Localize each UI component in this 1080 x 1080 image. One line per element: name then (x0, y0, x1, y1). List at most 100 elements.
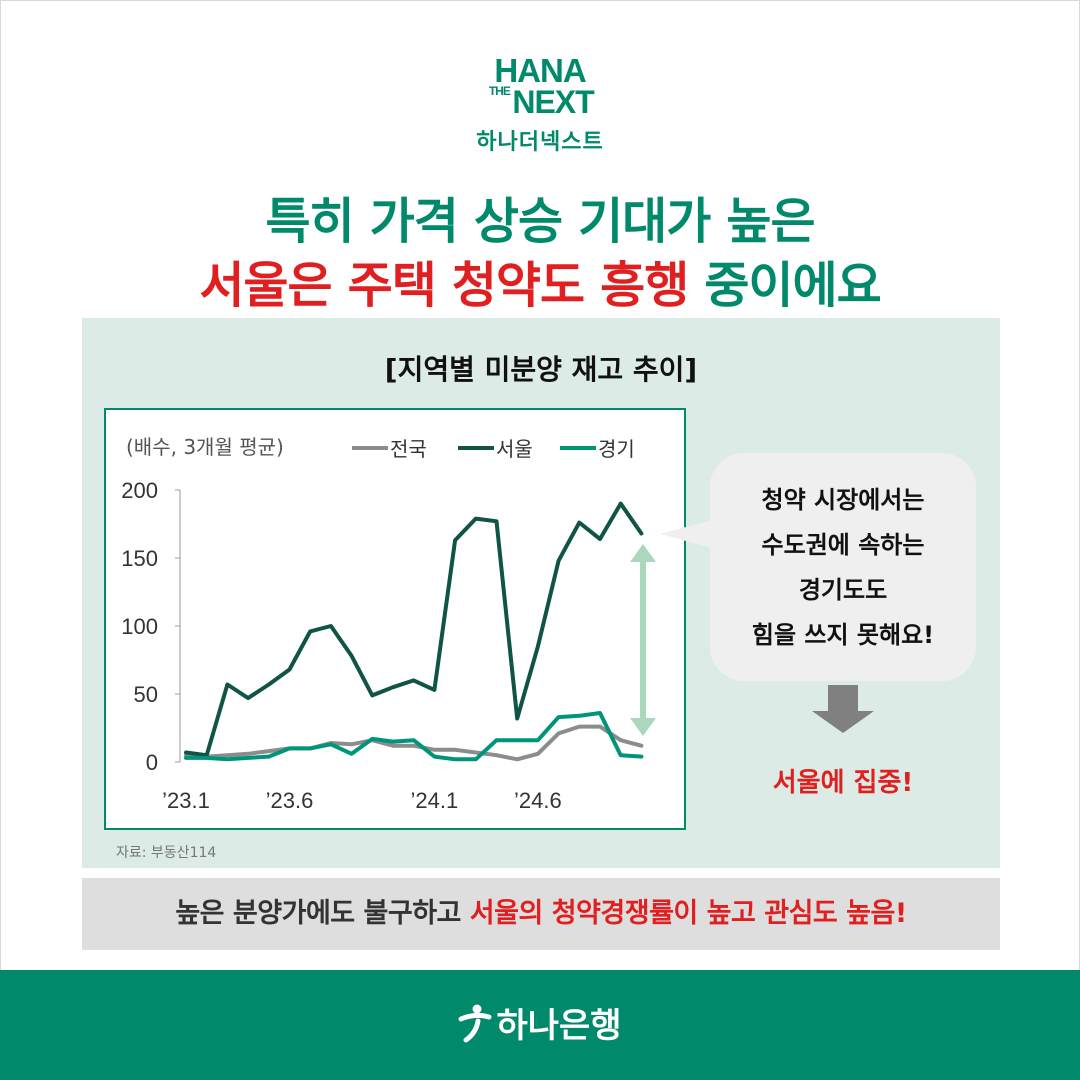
data-point (391, 686, 395, 689)
focus-text: 서울에 집중! (772, 768, 914, 798)
data-point (226, 758, 229, 761)
y-tick-label: 200 (121, 478, 158, 503)
data-point (226, 754, 229, 757)
data-point (309, 630, 312, 633)
brand-logo-hana: HANA (494, 52, 586, 89)
data-point (412, 739, 415, 742)
data-point (453, 748, 457, 751)
data-point (474, 751, 477, 754)
footer (0, 970, 1080, 1080)
data-point (640, 744, 643, 747)
brand-logo-next: THENEXT (0, 84, 1080, 121)
data-point (640, 532, 643, 535)
data-point (516, 758, 519, 761)
unit-label: (배수, 3개월 평균) (126, 435, 284, 459)
line-chart: 0 50 100 150 200 ’23.1 ’23.6 ’24.1 ’24.6 (배수, 3개월… (121, 435, 656, 813)
source-note: 자료: 부동산114 (116, 845, 217, 861)
x-tick-label: ’23.1 (162, 788, 210, 813)
headline-line2-red: 서울은 주택 청약도 흥행 (199, 257, 689, 314)
footer-logo: 하나은행 (0, 998, 1080, 1052)
data-point (288, 747, 291, 750)
data-point (516, 717, 519, 720)
data-point (329, 743, 333, 746)
brand-logo-next-text: NEXT (512, 84, 594, 120)
data-point (557, 732, 560, 735)
data-point (184, 751, 188, 754)
headline-line2: 서울은 주택 청약도 흥행 중이에요 (0, 246, 1080, 317)
data-point (495, 739, 498, 742)
data-point (433, 748, 436, 751)
data-point (598, 711, 602, 715)
brand-logo-korean: 하나더넥스트 (476, 130, 604, 155)
data-point (246, 756, 250, 760)
legend-label: 서울 (496, 437, 533, 461)
data-point (267, 749, 270, 753)
data-point (309, 747, 312, 750)
legend-label: 전국 (390, 437, 427, 461)
bubble-line: 경기도도 (798, 576, 888, 604)
bubble-line: 청약 시장에서는 (761, 486, 925, 514)
data-point (184, 756, 188, 760)
x-tick-label: ’24.1 (411, 788, 459, 813)
data-point (536, 645, 540, 648)
data-point (474, 517, 477, 520)
data-point (536, 739, 540, 742)
data-point (184, 754, 188, 757)
data-point (536, 752, 540, 756)
summary-bar: 높은 분양가에도 불구하고 서울의 청약경쟁률이 높고 관심도 높음! (82, 878, 1000, 950)
bank-name: 하나은행 (496, 1006, 622, 1046)
data-point (640, 755, 643, 758)
summary-plain: 높은 분양가에도 불구하고 (175, 898, 470, 929)
hana-bank-icon (458, 1003, 492, 1052)
panel-title: [지역별 미분양 재고 추이] (384, 353, 698, 386)
y-tick-label: 100 (121, 614, 158, 639)
data-point (267, 683, 270, 686)
data-point (474, 758, 477, 761)
y-tick-label: 50 (134, 682, 158, 707)
brand-logo-the: THE (488, 84, 511, 98)
summary-highlight: 서울의 청약경쟁률이 높고 관심도 높음! (469, 898, 907, 929)
bubble-tail (660, 520, 712, 548)
data-point (246, 696, 250, 700)
data-point (495, 520, 498, 523)
data-point (205, 756, 208, 760)
speech-bubble (710, 453, 976, 681)
data-point (412, 679, 415, 682)
down-arrow-icon (828, 685, 858, 711)
data-point (350, 743, 353, 746)
data-point (495, 754, 498, 757)
bubble-line: 수도권에 속하는 (761, 531, 925, 559)
data-point (350, 752, 353, 756)
data-point (433, 755, 436, 758)
data-point (578, 521, 581, 524)
data-point (412, 744, 415, 747)
y-tick-label: 0 (146, 750, 158, 775)
y-tick-label: 150 (121, 546, 158, 571)
data-point (557, 559, 560, 562)
data-point (329, 624, 333, 628)
data-point (598, 537, 602, 541)
data-point (598, 725, 602, 728)
data-point (350, 654, 353, 658)
x-tick-label: ’23.6 (266, 788, 314, 813)
data-point (453, 758, 457, 761)
data-point (288, 668, 291, 671)
data-point (246, 752, 250, 756)
data-point (226, 683, 229, 686)
bubble-text: 청약 시장에서는 수도권에 속하는 경기도도 힘을 쓰지 못해요! (710, 478, 976, 658)
headline-line1: 특히 가격 상승 기대가 높은 (265, 193, 815, 250)
gap-arrow-up-icon (630, 544, 656, 562)
x-tick-label: ’24.6 (514, 788, 562, 813)
data-point (205, 754, 208, 757)
data-point (433, 688, 436, 692)
series-line-1 (184, 724, 644, 762)
data-point (516, 739, 519, 742)
legend-label: 경기 (598, 437, 635, 461)
data-point (578, 714, 581, 717)
headline-line2-green: 중이에요 (688, 257, 881, 314)
data-point (578, 725, 581, 728)
data-point (371, 694, 374, 697)
data-point (267, 755, 270, 758)
data-point (371, 737, 374, 741)
data-point (619, 739, 622, 742)
